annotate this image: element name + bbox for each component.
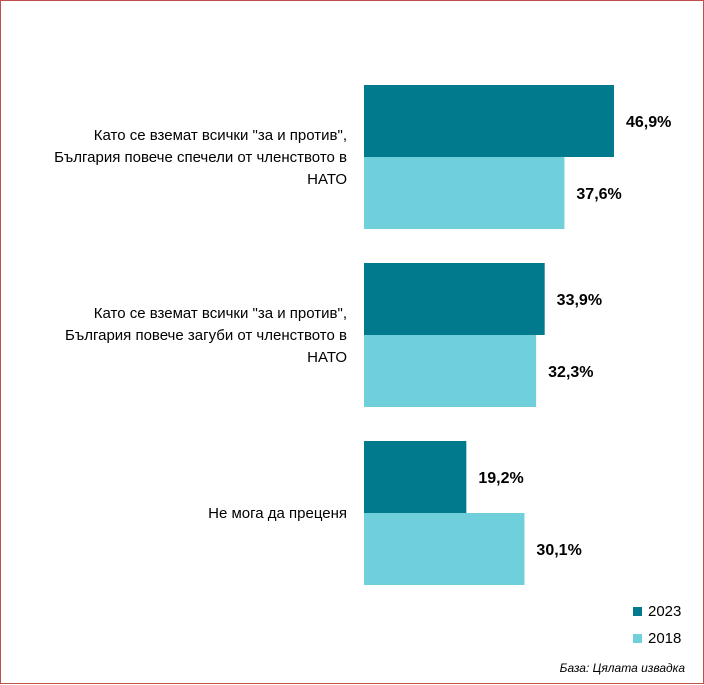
value-label-2018-2: 32,3% (548, 364, 593, 381)
legend-swatch-2023 (633, 607, 642, 616)
bar-2018-2 (364, 335, 537, 407)
legend-label-2018: 2018 (648, 630, 681, 647)
source-note: База: Цялата извадка (559, 661, 685, 675)
category-label-line: България повече загуби от членството в (65, 327, 347, 344)
bar-2023-1 (364, 85, 614, 157)
bar-2023-3 (364, 441, 467, 513)
legend-label-2023: 2023 (648, 603, 681, 620)
value-label-2023-3: 19,2% (478, 470, 523, 487)
value-label-2018-1: 37,6% (576, 186, 621, 203)
bar-2023-2 (364, 263, 545, 335)
category-label-line: Като се вземат всички "за и против", (94, 305, 347, 322)
legend-swatch-2018 (633, 634, 642, 643)
value-label-2023-1: 46,9% (626, 114, 671, 131)
category-label-line: България повече спечели от членството в (54, 149, 347, 166)
category-label-line: Като се вземат всички "за и против", (94, 127, 347, 144)
category-label-1: Като се вземат всички "за и против", Бълг… (54, 127, 347, 188)
bar-2018-1 (364, 157, 565, 229)
value-label-2023-2: 33,9% (557, 292, 602, 309)
category-label-2: Като се вземат всички "за и против", Бълг… (65, 305, 347, 366)
bar-2018-3 (364, 513, 525, 585)
value-label-2018-3: 30,1% (536, 542, 581, 559)
category-label-3: Не мога да преценя (208, 505, 347, 522)
category-label-line: Не мога да преценя (208, 505, 347, 522)
category-label-line: НАТО (307, 349, 347, 366)
category-label-line: НАТО (307, 171, 347, 188)
